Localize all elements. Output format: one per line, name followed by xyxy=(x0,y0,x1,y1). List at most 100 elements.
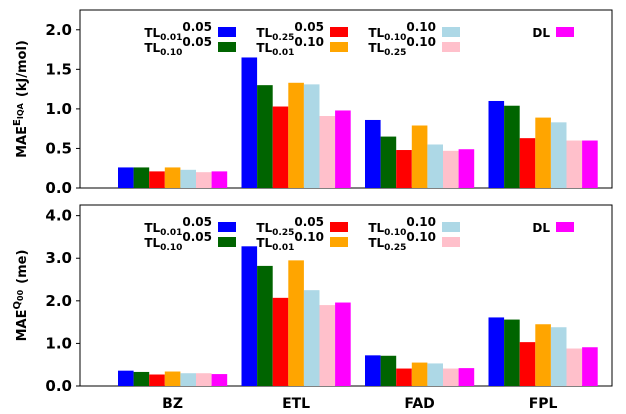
bar xyxy=(180,373,196,386)
bar xyxy=(380,355,397,386)
text-part: 00 xyxy=(16,289,25,301)
text-part: 0.01 xyxy=(272,48,294,58)
bar xyxy=(566,140,583,188)
y-tick-label: 1.0 xyxy=(45,334,72,352)
bar xyxy=(180,169,196,188)
x-tick-label: FPL xyxy=(529,396,558,412)
bar xyxy=(335,110,351,188)
text-part: TL xyxy=(144,221,160,235)
bar xyxy=(488,317,505,386)
text-part: 0.10 xyxy=(406,215,436,229)
text-part: 0.25 xyxy=(272,228,294,238)
y-axis-label: MAEQ00 (me) xyxy=(12,250,30,342)
bar xyxy=(118,167,134,188)
bar xyxy=(164,371,181,386)
legend-label: TL0.010.05 xyxy=(144,215,212,238)
bar xyxy=(411,125,428,188)
text-part: TL xyxy=(368,26,384,40)
bar xyxy=(211,171,228,188)
y-tick-label: 2.0 xyxy=(45,292,72,310)
text-part: 0.05 xyxy=(182,35,212,49)
bar xyxy=(443,368,459,386)
text-part: 0.25 xyxy=(384,48,406,58)
text-part: 0.01 xyxy=(160,33,182,43)
legend-swatch xyxy=(218,27,236,37)
text-part: 0.05 xyxy=(294,215,324,229)
bar xyxy=(257,85,273,188)
text-part: (kJ/mol) xyxy=(15,40,30,97)
legend-label: TL0.100.10 xyxy=(368,20,436,43)
text-part: TL xyxy=(256,41,272,55)
bar xyxy=(288,82,304,188)
bar xyxy=(365,119,381,188)
text-part: TL xyxy=(144,26,160,40)
bar xyxy=(288,260,304,386)
bar xyxy=(303,84,320,188)
text-part: IQA xyxy=(16,102,25,119)
bar xyxy=(427,144,443,188)
bar xyxy=(319,116,336,188)
legend-swatch xyxy=(330,222,348,232)
x-tick-label: ETL xyxy=(282,396,310,412)
bar xyxy=(133,371,150,386)
text-part: 0.10 xyxy=(160,48,182,58)
text-part: 0.10 xyxy=(294,35,324,49)
text-part: 0.25 xyxy=(272,33,294,43)
text-part: 0.05 xyxy=(182,215,212,229)
bar xyxy=(196,373,212,386)
legend-label: TL0.250.05 xyxy=(256,215,324,238)
bar xyxy=(272,297,289,386)
text-part: 0.01 xyxy=(272,243,294,253)
text-part: MAE xyxy=(15,126,30,158)
bar xyxy=(241,246,258,386)
text-part: TL xyxy=(256,236,272,250)
legend-swatch xyxy=(556,222,574,232)
y-tick-label: 1.0 xyxy=(45,100,72,118)
legend-swatch xyxy=(442,222,460,232)
bar xyxy=(380,136,397,188)
bar xyxy=(427,363,443,386)
text-part: 0.05 xyxy=(182,20,212,34)
bar xyxy=(488,100,505,188)
text-part: TL xyxy=(256,26,272,40)
bar xyxy=(504,319,520,386)
text-part: 0.10 xyxy=(406,230,436,244)
text-part: 0.05 xyxy=(182,230,212,244)
bar xyxy=(550,122,567,188)
bar xyxy=(582,347,598,386)
legend-label: TL0.010.10 xyxy=(256,35,324,58)
legend-swatch xyxy=(442,27,460,37)
legend-swatch xyxy=(442,42,460,52)
bar xyxy=(319,305,336,386)
text-part: TL xyxy=(144,41,160,55)
text-part: 0.05 xyxy=(294,20,324,34)
y-axis-label: MAEEIQA (kJ/mol) xyxy=(12,40,30,158)
bar xyxy=(458,149,475,188)
bar xyxy=(164,167,181,188)
text-part: TL xyxy=(368,221,384,235)
bar xyxy=(149,171,165,188)
legend-label: TL0.250.10 xyxy=(368,35,436,58)
text-part: TL xyxy=(368,41,384,55)
y-tick-label: 0.0 xyxy=(45,179,72,197)
bar xyxy=(241,57,258,188)
bar xyxy=(396,368,412,386)
y-tick-label: 1.5 xyxy=(45,60,72,78)
bar xyxy=(272,106,289,188)
bar xyxy=(211,374,228,386)
legend-swatch xyxy=(330,27,348,37)
bar xyxy=(257,265,273,386)
bar xyxy=(133,167,150,188)
legend-swatch xyxy=(330,42,348,52)
bar xyxy=(365,355,381,386)
bar xyxy=(519,138,536,188)
bar xyxy=(566,348,583,386)
y-tick-label: 0.5 xyxy=(45,139,72,157)
bar xyxy=(303,290,320,386)
text-part: 0.25 xyxy=(384,243,406,253)
y-tick-label: 2.0 xyxy=(45,21,72,39)
bar xyxy=(550,327,567,386)
y-tick-label: 4.0 xyxy=(45,207,72,225)
y-tick-label: 0.0 xyxy=(45,377,72,395)
text-part: 0.01 xyxy=(160,228,182,238)
